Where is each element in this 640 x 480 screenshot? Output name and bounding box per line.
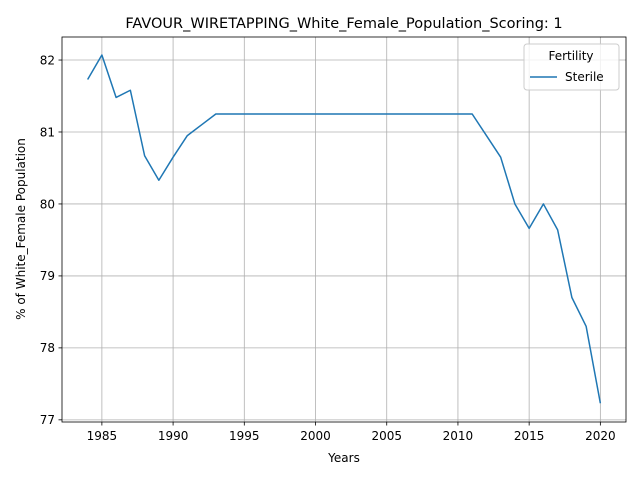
plot-frame [61,36,627,423]
legend-label-sterile: Sterile [565,70,604,84]
grid [62,37,626,422]
x-tick-label: 2010 [443,429,474,443]
legend: Fertility Sterile [523,43,620,91]
x-tick-label: 2000 [300,429,331,443]
y-axis-label: % of White_Female Population [14,138,28,320]
y-tick-label: 77 [40,413,55,427]
legend-title: Fertility [548,49,593,63]
x-tick-label: 2005 [371,429,402,443]
axis-ticks: 1985 1990 1995 2000 2005 2010 2015 2020 77 78 79 80… [40,53,616,443]
x-tick-label: 2015 [514,429,545,443]
x-tick-label: 1985 [87,429,118,443]
chart-title: FAVOUR_WIRETAPPING_White_Female_Populati… [125,16,562,32]
x-tick-label: 1995 [229,429,260,443]
y-tick-label: 81 [40,125,55,139]
y-tick-label: 79 [40,269,55,283]
x-axis-label: Years [327,451,360,465]
y-tick-label: 78 [40,341,55,355]
series-line-sterile [86,54,602,404]
series-layer [86,54,602,404]
y-tick-label: 80 [40,197,55,211]
legend-box [523,43,620,91]
x-tick-label: 2020 [585,429,616,443]
y-tick-label: 82 [40,53,55,67]
x-tick-label: 1990 [158,429,189,443]
